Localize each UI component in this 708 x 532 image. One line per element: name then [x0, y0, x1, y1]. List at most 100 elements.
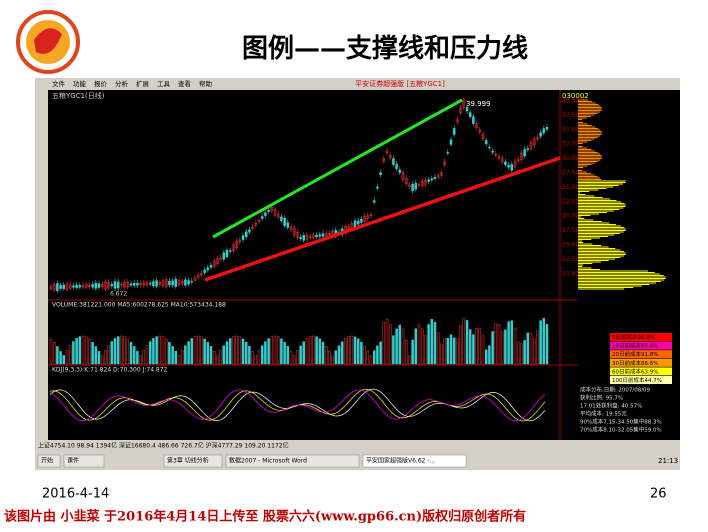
volume-bar [379, 341, 382, 365]
taskbar-button[interactable] [37, 454, 61, 468]
menu-item: 扩展 [136, 79, 150, 88]
volume-bar [404, 339, 408, 365]
volume-bar [49, 338, 53, 365]
volume-bar [436, 332, 440, 365]
price-scale-label: 20.00 [562, 213, 579, 220]
volume-bar [116, 336, 120, 365]
candle-body [449, 139, 453, 145]
candle-body [200, 272, 203, 276]
taskbar-button[interactable] [362, 454, 467, 468]
candle-body [433, 176, 437, 179]
candle-body [228, 250, 232, 252]
volume-bar [254, 355, 258, 365]
volume-bar [411, 339, 414, 365]
volume-bar [59, 351, 62, 365]
candle-body [376, 186, 379, 189]
candle-body [420, 180, 424, 186]
taskbar-button[interactable] [63, 454, 105, 468]
volume-bar [520, 343, 523, 365]
candle-body [203, 269, 206, 273]
volume-bar [513, 327, 517, 365]
volume-bar [315, 336, 318, 365]
candle-body [187, 280, 190, 285]
candle-body [360, 218, 363, 223]
menu-item: 分析 [115, 79, 129, 88]
volume-bar [193, 336, 197, 365]
volume-bar [212, 350, 216, 365]
candle-body [78, 285, 82, 288]
page-number: 26 [650, 487, 667, 502]
volume-bar [216, 355, 219, 365]
menu-item: 文件 [52, 79, 66, 88]
taskbar-button[interactable] [225, 454, 360, 468]
candle-body [232, 244, 235, 252]
legend-label: 5日前成本96.8% [612, 333, 655, 341]
candle-body [52, 284, 56, 291]
taskbar-button[interactable] [163, 454, 223, 468]
candle-body [84, 284, 88, 288]
candle-body [136, 282, 139, 286]
taskbar-label: 开始 [41, 457, 53, 465]
candle-body [417, 184, 421, 186]
legend-box [610, 341, 672, 350]
screenshot [35, 78, 680, 470]
cost-info: 获利比例: 95.7% [580, 394, 623, 402]
candle-body [388, 154, 392, 159]
volume-bar [113, 338, 117, 365]
candle-body [427, 179, 430, 182]
kdj-line [49, 389, 546, 422]
candle-body [328, 233, 331, 235]
volume-bar [68, 345, 72, 365]
slide-title: 图例——支撑线和压力线 [242, 34, 528, 64]
legend-label: 30日前成本86.6% [612, 359, 658, 367]
candle-body [270, 207, 274, 212]
legend-label: 60日前成本63.9% [612, 367, 658, 375]
volume-bar [392, 335, 395, 365]
volume-bar [539, 320, 542, 365]
price-scale-label: 10.00 [562, 270, 579, 277]
status-bar [35, 440, 680, 452]
volume-bar [465, 320, 469, 365]
kdj-label: KDJ(9,3,3) K:71.824 D:70.300 J:74.872 [52, 367, 168, 374]
volume-bar [260, 345, 264, 365]
volume-bar [132, 346, 136, 365]
menu-bar [35, 78, 680, 90]
volume-bar [532, 338, 536, 365]
candle-body [212, 260, 216, 267]
menu-item: 功能 [73, 79, 87, 88]
volume-bar [164, 338, 168, 365]
volume-bar [75, 338, 78, 365]
volume-bar [363, 345, 366, 365]
candle-body [430, 178, 434, 181]
price-scale-label: 30.00 [562, 155, 579, 162]
candle-body [88, 284, 91, 287]
price-scale-label: 17.50 [562, 227, 579, 234]
volume-bar [104, 350, 107, 365]
volume-bar [168, 341, 171, 365]
candle-body [484, 140, 488, 144]
volume-bar [283, 341, 286, 365]
volume-bar [209, 346, 213, 365]
candle-body [158, 282, 162, 285]
volume-bar [308, 336, 312, 365]
volume-bar [123, 336, 126, 365]
volume-bar [526, 332, 530, 365]
legend-label: 20日前成本91.8% [612, 350, 658, 358]
volume-bar [446, 337, 450, 365]
candle-body [235, 240, 238, 249]
volume-bar [235, 335, 238, 365]
candle-body [171, 280, 174, 286]
legend-box [610, 376, 672, 384]
candle-body [443, 161, 446, 166]
volume-bar [420, 328, 424, 365]
taskbar-label: 第3章 切线分析 [167, 457, 209, 465]
volume-bar [312, 335, 315, 365]
volume-bar [174, 350, 178, 365]
candle-body [459, 107, 462, 114]
legend-label: 10日前成本95.6% [612, 342, 658, 350]
volume-bar [257, 350, 261, 365]
volume-bar [296, 350, 299, 365]
candle-body [308, 236, 312, 238]
candle-body [324, 232, 328, 237]
cost-info: 平均成本: 19.55元 [580, 410, 627, 418]
